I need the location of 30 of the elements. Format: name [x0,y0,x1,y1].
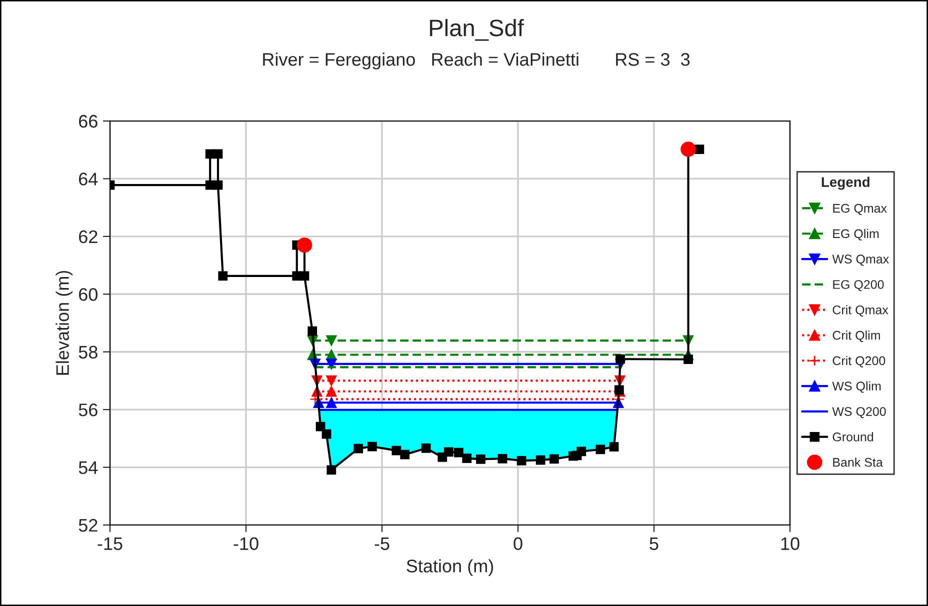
x-tick-label: 10 [781,537,800,550]
legend-label: Crit Qlim [832,330,880,342]
y-tick-label: 54 [78,461,98,474]
legend-label: EG Qlim [833,228,879,240]
legend-label: WS Qmax [832,254,889,266]
x-axis-title: Station (m) [406,559,494,576]
x-tick-label: -15 [98,537,122,550]
y-tick-label: 52 [78,518,98,532]
legend-label: Crit Q200 [832,356,886,368]
legend-label: Ground [832,432,874,442]
x-tick-label: -5 [374,537,390,550]
y-tick-label: 56 [78,404,98,416]
x-tick-label: -10 [234,537,258,550]
legend-title: Legend [822,176,870,190]
y-tick-label: 62 [79,230,98,244]
y-tick-label: 58 [78,346,98,359]
legend-label: Crit Qmax [832,305,888,317]
legend-label: Bank Sta [833,458,883,467]
y-tick-label: 64 [79,172,98,186]
x-tick-label: 0 [514,537,522,550]
legend-label: EG Qmax [833,204,887,215]
legend-label: EG Q200 [833,280,884,292]
legend-label: WS Q200 [832,407,886,418]
chart-title: Plan_Sdf [430,18,524,41]
y-tick-label: 60 [79,288,98,301]
x-tick-label: 5 [650,537,658,550]
legend-label: WS Qlim [832,381,881,393]
y-axis-title: Elevation (m) [56,270,73,375]
y-tick-label: 66 [79,114,98,128]
chart-subtitle: River = Fereggiano Reach = ViaPinetti RS = 3 3 [263,52,690,70]
